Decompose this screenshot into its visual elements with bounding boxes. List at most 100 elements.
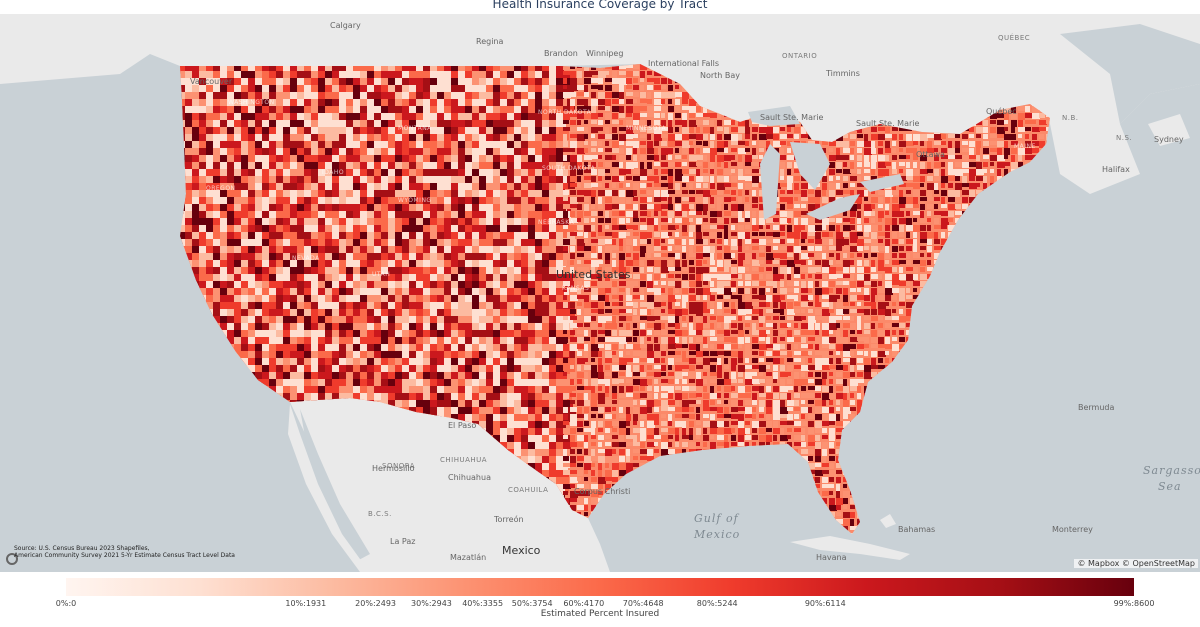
tract-cell[interactable]	[213, 71, 224, 81]
tract-cell[interactable]	[871, 330, 877, 337]
tract-cell[interactable]	[640, 225, 648, 230]
tract-cell[interactable]	[920, 239, 928, 243]
tract-cell[interactable]	[696, 260, 702, 266]
tract-cell[interactable]	[647, 92, 651, 99]
tract-cell[interactable]	[696, 288, 704, 295]
tract-cell[interactable]	[528, 330, 538, 342]
tract-cell[interactable]	[738, 120, 745, 126]
tract-cell[interactable]	[829, 169, 835, 175]
tract-cell[interactable]	[423, 78, 430, 90]
tract-cell[interactable]	[640, 218, 646, 222]
tract-cell[interactable]	[563, 197, 568, 201]
tract-cell[interactable]	[668, 204, 673, 210]
tract-cell[interactable]	[822, 295, 829, 299]
tract-cell[interactable]	[969, 134, 974, 138]
tract-cell[interactable]	[591, 148, 596, 152]
tract-cell[interactable]	[619, 71, 626, 75]
tract-cell[interactable]	[752, 239, 760, 243]
tract-cell[interactable]	[703, 260, 707, 264]
tract-cell[interactable]	[619, 218, 625, 224]
tract-cell[interactable]	[255, 183, 264, 194]
tract-cell[interactable]	[388, 162, 395, 171]
tract-cell[interactable]	[430, 330, 438, 339]
tract-cell[interactable]	[920, 141, 924, 146]
tract-cell[interactable]	[717, 260, 723, 267]
tract-cell[interactable]	[906, 197, 914, 204]
tract-cell[interactable]	[493, 253, 503, 263]
tract-cell[interactable]	[696, 281, 702, 287]
tract-cell[interactable]	[276, 190, 285, 200]
tract-cell[interactable]	[689, 127, 694, 133]
tract-cell[interactable]	[857, 253, 862, 257]
tract-cell[interactable]	[661, 99, 665, 104]
tract-cell[interactable]	[759, 288, 765, 295]
tract-cell[interactable]	[640, 183, 646, 188]
tract-cell[interactable]	[899, 281, 906, 286]
tract-cell[interactable]	[549, 218, 556, 230]
tract-cell[interactable]	[374, 295, 384, 304]
tract-cell[interactable]	[738, 197, 742, 204]
tract-cell[interactable]	[668, 330, 675, 334]
tract-cell[interactable]	[304, 162, 315, 175]
tract-cell[interactable]	[1046, 120, 1054, 124]
tract-cell[interactable]	[913, 274, 918, 280]
tract-cell[interactable]	[857, 267, 865, 273]
tract-cell[interactable]	[864, 190, 868, 196]
tract-cell[interactable]	[269, 92, 276, 100]
tract-cell[interactable]	[836, 302, 844, 308]
tract-cell[interactable]	[801, 197, 808, 201]
tract-cell[interactable]	[745, 211, 750, 218]
tract-cell[interactable]	[759, 134, 767, 140]
tract-cell[interactable]	[528, 176, 540, 183]
tract-cell[interactable]	[787, 218, 791, 223]
tract-cell[interactable]	[843, 169, 851, 174]
tract-cell[interactable]	[220, 281, 231, 292]
tract-cell[interactable]	[850, 316, 854, 321]
choropleth-map[interactable]: WASHINGTON MONTANA NORTH DAKOTA SOUTH DA…	[0, 14, 1200, 572]
tract-cell[interactable]	[584, 120, 588, 124]
tract-cell[interactable]	[633, 211, 638, 218]
tract-cell[interactable]	[843, 176, 848, 181]
tract-cell[interactable]	[395, 183, 406, 194]
tract-cell[interactable]	[612, 148, 620, 153]
tract-cell[interactable]	[745, 225, 750, 229]
tract-cell[interactable]	[661, 337, 669, 344]
tract-cell[interactable]	[969, 197, 977, 203]
tract-cell[interactable]	[738, 323, 743, 330]
tract-cell[interactable]	[703, 211, 707, 215]
tract-cell[interactable]	[647, 288, 655, 292]
tract-cell[interactable]	[976, 176, 984, 181]
tract-cell[interactable]	[563, 162, 568, 166]
tract-cell[interactable]	[367, 253, 377, 261]
tract-cell[interactable]	[738, 148, 746, 154]
tract-cell[interactable]	[703, 302, 707, 309]
tract-cell[interactable]	[304, 267, 311, 280]
tract-cell[interactable]	[843, 274, 850, 278]
tract-cell[interactable]	[570, 246, 575, 252]
tract-cell[interactable]	[535, 239, 547, 246]
tract-cell[interactable]	[703, 274, 711, 281]
tract-cell[interactable]	[955, 204, 961, 209]
tract-cell[interactable]	[570, 134, 578, 138]
tract-cell[interactable]	[871, 211, 875, 216]
tract-cell[interactable]	[493, 316, 502, 328]
tract-cell[interactable]	[605, 302, 610, 306]
tract-cell[interactable]	[731, 316, 736, 320]
tract-cell[interactable]	[437, 78, 448, 88]
tract-cell[interactable]	[507, 155, 516, 165]
tract-cell[interactable]	[962, 204, 968, 209]
tract-cell[interactable]	[416, 204, 429, 214]
tract-cell[interactable]	[423, 295, 432, 304]
tract-cell[interactable]	[787, 330, 792, 337]
tract-cell[interactable]	[626, 211, 634, 217]
tract-cell[interactable]	[591, 316, 596, 321]
tract-cell[interactable]	[584, 274, 591, 280]
tract-cell[interactable]	[815, 302, 821, 307]
tract-cell[interactable]	[906, 302, 913, 308]
tract-cell[interactable]	[619, 232, 626, 238]
tract-cell[interactable]	[633, 120, 639, 125]
tract-cell[interactable]	[227, 274, 234, 287]
tract-cell[interactable]	[619, 253, 625, 260]
tract-cell[interactable]	[724, 337, 732, 342]
tract-cell[interactable]	[717, 183, 725, 190]
